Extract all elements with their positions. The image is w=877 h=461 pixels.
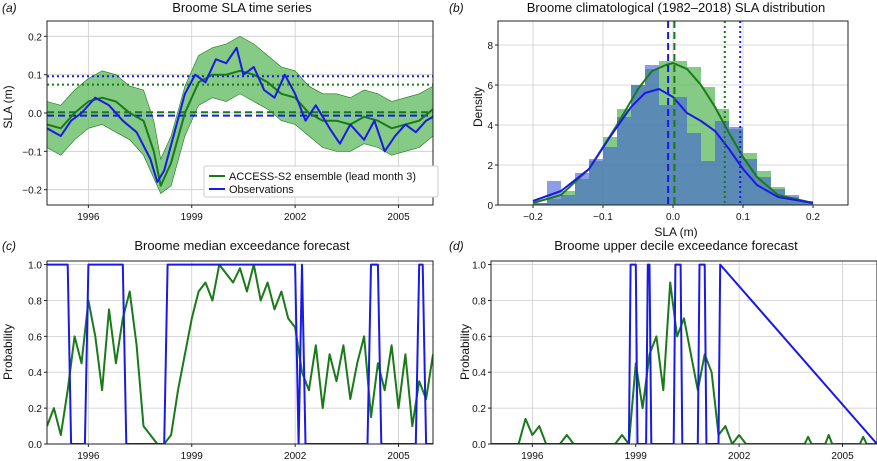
y-tick-label: 2 — [487, 161, 493, 172]
x-tick-label: −0.2 — [523, 212, 543, 223]
x-tick-label: 2002 — [728, 451, 751, 461]
plot-frame — [497, 20, 849, 206]
y-tick-label: 0.6 — [28, 332, 42, 343]
panel-b: (b) Broome climatological (1982–2018) SL… — [449, 0, 849, 239]
x-tick-label: 1996 — [77, 212, 100, 223]
y-tick-label: 0 — [487, 201, 493, 212]
panel-c-ylabel: Probability — [1, 324, 15, 380]
panel-b-title: Broome climatological (1982–2018) SLA di… — [527, 0, 825, 15]
panel-d-ylabel: Probability — [458, 324, 472, 380]
y-tick-label: 0.0 — [472, 440, 486, 451]
panel-c: (c) Broome median exceedance forecast Pr… — [1, 238, 434, 461]
x-tick-label: 1999 — [181, 212, 204, 223]
observations-histogram-bar — [617, 117, 631, 205]
plot-frame — [46, 20, 434, 206]
observations-histogram-bar — [645, 65, 659, 205]
x-tick-label: 2005 — [387, 451, 410, 461]
panel-a-title: Broome SLA time series — [172, 0, 312, 15]
panel-a-ylabel: SLA (m) — [1, 85, 15, 128]
y-tick-label: 0.0 — [28, 109, 42, 120]
plot-frame — [46, 260, 434, 445]
observations-histogram-bar — [701, 161, 715, 205]
y-tick-label: −0.2 — [22, 186, 42, 197]
y-tick-label: 0.6 — [472, 332, 486, 343]
y-tick-label: 4 — [487, 121, 493, 132]
legend-model-label: ACCESS-S2 ensemble (lead month 3) — [229, 171, 416, 183]
x-tick-label: 2005 — [387, 212, 410, 223]
ensemble-mean-line — [47, 69, 433, 187]
observations-histogram-bar — [575, 173, 589, 205]
panel-d: (d) Broome upper decile exceedance forec… — [449, 238, 877, 461]
x-tick-label: 1999 — [181, 451, 204, 461]
x-tick-label: 2002 — [284, 451, 307, 461]
x-tick-label: 0.1 — [736, 212, 750, 223]
x-tick-label: 1996 — [77, 451, 100, 461]
panel-c-label: (c) — [2, 239, 16, 253]
y-tick-label: 6 — [487, 81, 493, 92]
observations-histogram-bar — [631, 85, 645, 205]
panel-b-plot: −0.2 −0.1 0.0 0.1 0.2 0 2 4 6 8 — [487, 20, 849, 223]
x-tick-label: 1996 — [521, 451, 544, 461]
y-tick-label: 0.8 — [28, 296, 42, 307]
y-tick-label: −0.1 — [22, 147, 42, 158]
legend-obs-label: Observations — [229, 184, 294, 196]
panel-b-ylabel: Density — [471, 87, 485, 127]
observations-line — [47, 46, 433, 183]
plot-frame — [490, 260, 877, 445]
panel-d-label: (d) — [449, 239, 464, 253]
observations-histogram-bar — [603, 147, 617, 205]
panel-a-data — [47, 35, 433, 194]
observations-histogram-bar — [589, 159, 603, 205]
observed-exceedance-line — [47, 263, 433, 444]
legend-box — [203, 165, 439, 198]
panel-b-xlabel: SLA (m) — [654, 225, 697, 239]
ensemble-spread-band — [47, 35, 433, 194]
observations-histogram-bar — [799, 201, 813, 205]
panel-a: (a) Broome SLA time series SLA (m) 1996 1… — [1, 0, 439, 223]
y-tick-label: 0.2 — [28, 32, 42, 43]
panel-c-data — [47, 263, 433, 444]
forecast-probability-line — [491, 281, 877, 444]
panel-b-data — [532, 21, 814, 205]
y-tick-label: 1.0 — [472, 261, 486, 272]
observations-density-curve — [532, 88, 814, 204]
panel-a-legend: ACCESS-S2 ensemble (lead month 3) Observ… — [203, 165, 439, 198]
y-tick-label: 0.8 — [472, 296, 486, 307]
x-tick-label: −0.1 — [593, 212, 613, 223]
panel-a-label: (a) — [2, 1, 17, 15]
observations-histogram-bar — [561, 195, 575, 205]
x-tick-label: 2005 — [831, 451, 854, 461]
panel-d-data — [491, 263, 877, 444]
y-tick-label: 1.0 — [28, 261, 42, 272]
x-tick-label: 0.0 — [666, 212, 680, 223]
observed-exceedance-line — [491, 263, 877, 444]
observations-histogram-bar — [533, 203, 547, 205]
panel-d-plot: 1996 1999 2002 2005 0.0 0.2 0.4 0.6 0.8 1.0 — [472, 260, 877, 461]
y-tick-label: 0.1 — [28, 71, 42, 82]
y-tick-label: 0.0 — [28, 440, 42, 451]
observations-histogram-bar — [673, 97, 687, 205]
observations-histogram-bar — [757, 177, 771, 205]
x-tick-label: 0.2 — [806, 212, 820, 223]
panel-c-title: Broome median exceedance forecast — [134, 238, 350, 253]
panel-c-plot: 1996 1999 2002 2005 0.0 0.2 0.4 0.6 0.8 1.0 — [28, 260, 434, 461]
y-tick-label: 0.2 — [472, 404, 486, 415]
observations-histogram-bar — [659, 105, 673, 205]
panel-b-label: (b) — [449, 1, 464, 15]
x-tick-label: 2002 — [284, 212, 307, 223]
observations-histogram-bar — [687, 133, 701, 205]
y-tick-label: 0.4 — [472, 368, 486, 379]
y-tick-label: 0.4 — [28, 368, 42, 379]
y-tick-label: 0.2 — [28, 404, 42, 415]
x-tick-label: 1999 — [625, 451, 648, 461]
y-tick-label: 8 — [487, 41, 493, 52]
plot-background — [491, 261, 877, 444]
panel-d-title: Broome upper decile exceedance forecast — [554, 238, 798, 253]
